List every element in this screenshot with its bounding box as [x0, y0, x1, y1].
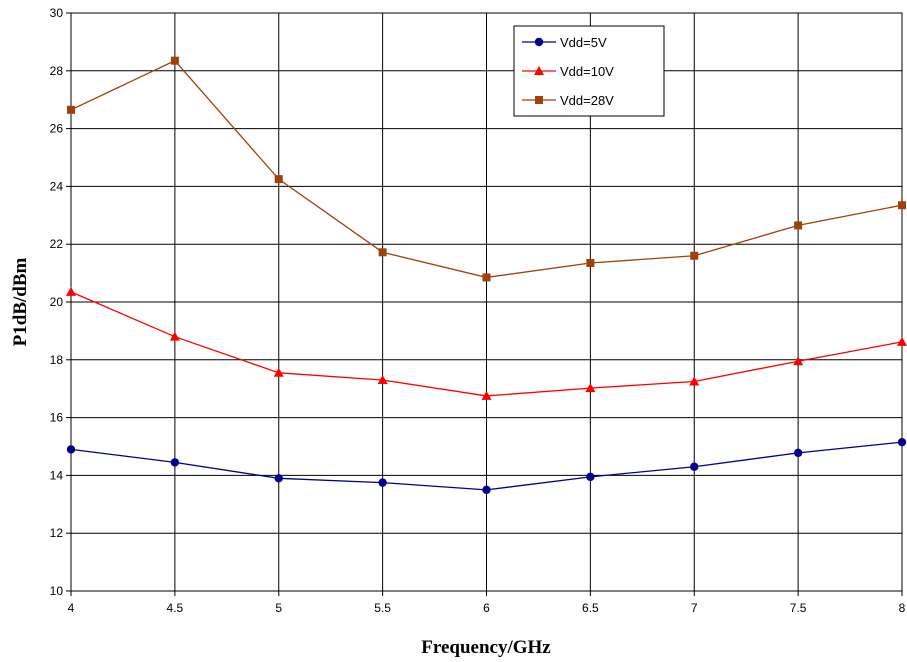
data-point: [67, 105, 75, 114]
data-point: [66, 286, 76, 296]
y-tick-label: 30: [50, 6, 64, 20]
data-point: [274, 175, 283, 184]
data-point: [170, 458, 180, 467]
data-point: [897, 437, 907, 447]
legend-marker: [535, 96, 543, 104]
data-point: [690, 462, 699, 471]
x-tick-label: 7.5: [790, 601, 807, 615]
data-point: [378, 248, 387, 257]
x-tick-label: 4: [68, 601, 75, 615]
legend-entry: Vdd=10V: [522, 64, 614, 79]
legend-label: Vdd=10V: [560, 64, 614, 79]
x-tick-label: 7: [691, 601, 698, 615]
grid-lines: [70, 12, 903, 592]
data-point: [689, 376, 700, 386]
data-point: [586, 258, 595, 267]
series-2: [66, 286, 907, 400]
x-axis-title: Frequency/GHz: [421, 637, 551, 658]
y-tick-label: 10: [50, 584, 64, 598]
series-layer: [66, 56, 907, 495]
data-point: [273, 367, 284, 377]
y-tick-label: 22: [50, 237, 64, 251]
y-tick-label: 24: [50, 179, 64, 193]
y-tick-label: 14: [50, 468, 64, 482]
legend-entry: Vdd=28V: [522, 93, 614, 108]
y-tick-label: 28: [50, 64, 64, 78]
data-point: [585, 383, 596, 393]
x-tick-label: 5.5: [374, 601, 391, 615]
series-1: [66, 437, 907, 495]
y-tick-label: 12: [50, 526, 64, 540]
data-point: [898, 201, 906, 210]
y-tick-label: 26: [50, 122, 64, 136]
data-point: [169, 331, 180, 341]
legend: Vdd=5V Vdd=10V Vdd=28V: [513, 25, 665, 117]
data-point: [482, 273, 491, 282]
y-axis-ticks: 10 12 14 16 18 20 22 24 26 28 30: [50, 6, 71, 598]
data-point: [586, 472, 595, 482]
legend-label: Vdd=5V: [560, 35, 607, 50]
legend-label: Vdd=28V: [560, 93, 614, 108]
y-tick-label: 20: [50, 295, 64, 309]
data-point: [482, 485, 491, 495]
data-point: [66, 445, 76, 454]
x-tick-label: 4.5: [167, 601, 184, 615]
legend-entry: Vdd=5V: [522, 35, 607, 50]
data-point: [794, 221, 803, 230]
legend-marker: [534, 66, 544, 75]
x-tick-label: 6.5: [582, 601, 599, 615]
data-point: [481, 390, 492, 400]
y-tick-label: 16: [50, 411, 64, 425]
data-point: [793, 356, 804, 366]
data-point: [170, 56, 179, 65]
data-point: [897, 336, 907, 346]
data-point: [274, 474, 283, 483]
series-3: [67, 56, 906, 282]
data-point: [793, 448, 803, 458]
x-tick-label: 5: [275, 601, 282, 615]
x-tick-label: 8: [899, 601, 906, 615]
legend-marker: [534, 37, 544, 47]
data-point: [690, 251, 699, 260]
x-axis-ticks: 4 4.5 5 5.5 6 6.5 7 7.5 8: [68, 591, 906, 615]
data-point: [378, 478, 387, 487]
y-tick-label: 18: [50, 353, 64, 367]
data-point: [377, 375, 388, 385]
y-axis-title: P1dB/dBm: [10, 257, 31, 346]
x-tick-label: 6: [483, 601, 490, 615]
